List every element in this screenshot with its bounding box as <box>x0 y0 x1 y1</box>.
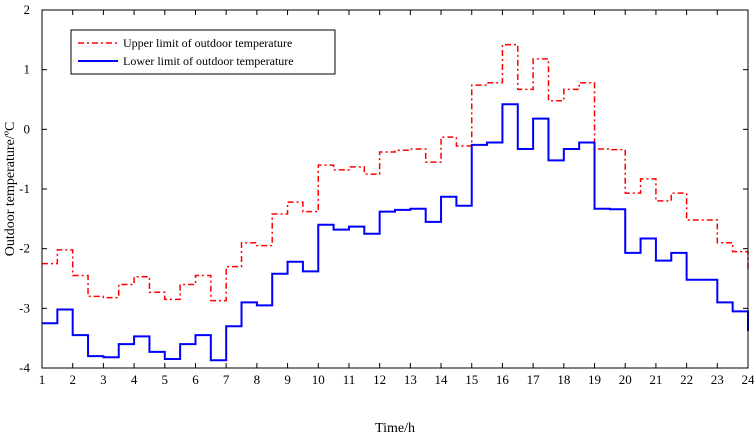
x-tick-label: 9 <box>284 372 291 387</box>
series-lower-limit-line <box>42 103 749 362</box>
x-tick-label: 6 <box>192 372 199 387</box>
x-tick-label: 7 <box>223 372 230 387</box>
x-tick-label: 10 <box>312 372 325 387</box>
y-tick-label: 1 <box>24 62 31 77</box>
x-tick-label: 4 <box>131 372 138 387</box>
x-tick-label: 3 <box>100 372 107 387</box>
x-tick-label: 20 <box>619 372 632 387</box>
x-tick-label: 15 <box>465 372 478 387</box>
legend-label-lower: Lower limit of outdoor temperature <box>123 54 294 68</box>
y-tick-label: -2 <box>19 241 30 256</box>
x-tick-label: 8 <box>254 372 261 387</box>
legend-box <box>70 29 336 75</box>
x-tick-label: 19 <box>588 372 601 387</box>
x-tick-label: 13 <box>404 372 417 387</box>
y-tick-label: 0 <box>24 121 31 136</box>
x-tick-label: 24 <box>742 372 754 387</box>
x-tick-label: 5 <box>162 372 169 387</box>
x-tick-label: 1 <box>39 372 46 387</box>
x-tick-label: 2 <box>69 372 76 387</box>
x-tick-label: 14 <box>435 372 449 387</box>
y-tick-label: -4 <box>19 360 30 375</box>
x-tick-label: 11 <box>343 372 356 387</box>
legend: Upper limit of outdoor temperature Lower… <box>70 29 336 75</box>
x-axis-label: Time/h <box>375 421 415 436</box>
y-tick-label: 2 <box>24 2 31 17</box>
series-upper-limit-line <box>42 43 749 302</box>
x-tick-label: 16 <box>496 372 510 387</box>
x-tick-label: 17 <box>527 372 541 387</box>
x-tick-label: 23 <box>711 372 724 387</box>
series-layer <box>42 43 749 362</box>
legend-label-upper: Upper limit of outdoor temperature <box>123 36 292 50</box>
y-tick-label: -1 <box>19 181 30 196</box>
y-tick-label: -3 <box>19 300 30 315</box>
x-tick-label: 21 <box>649 372 662 387</box>
x-tick-label: 18 <box>557 372 570 387</box>
x-tick-label: 22 <box>680 372 693 387</box>
x-axis: 1 2 3 4 5 6 7 8 9 10 11 12 13 14 15 16 17 18 19 20 21 22 23 24 <box>39 10 754 387</box>
x-tick-label: 12 <box>373 372 386 387</box>
y-axis-label: Outdoor temperature/ºC <box>3 122 18 257</box>
y-axis: -4 -3 -2 -1 0 1 2 <box>19 2 748 375</box>
